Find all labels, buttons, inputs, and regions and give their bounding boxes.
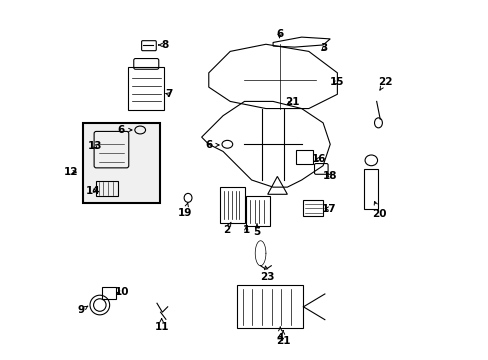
Text: 23: 23 bbox=[260, 266, 274, 282]
Text: 21: 21 bbox=[275, 331, 290, 346]
Bar bbox=[220, 187, 244, 223]
Text: 15: 15 bbox=[329, 77, 343, 87]
Text: 13: 13 bbox=[88, 141, 102, 152]
Text: 22: 22 bbox=[377, 77, 391, 90]
Text: 20: 20 bbox=[371, 202, 386, 219]
Text: 3: 3 bbox=[320, 43, 327, 53]
Bar bbox=[128, 67, 164, 111]
Bar bbox=[296, 150, 313, 164]
Bar bbox=[246, 196, 269, 226]
Bar bbox=[303, 200, 323, 216]
Text: 1: 1 bbox=[242, 225, 249, 235]
Text: 17: 17 bbox=[322, 203, 336, 213]
Bar bbox=[83, 123, 160, 203]
Text: 16: 16 bbox=[312, 154, 326, 164]
Text: 2: 2 bbox=[223, 222, 231, 235]
Text: 6: 6 bbox=[205, 140, 219, 150]
Text: 21: 21 bbox=[285, 97, 299, 107]
Text: 7: 7 bbox=[165, 89, 172, 99]
Bar bbox=[102, 287, 116, 298]
Text: 5: 5 bbox=[253, 224, 260, 237]
Bar bbox=[96, 181, 118, 196]
Text: 8: 8 bbox=[158, 40, 168, 50]
Text: 19: 19 bbox=[177, 202, 192, 218]
Text: 9: 9 bbox=[78, 305, 87, 315]
Bar bbox=[237, 285, 303, 328]
Text: 10: 10 bbox=[115, 287, 129, 297]
Text: 6: 6 bbox=[275, 29, 283, 39]
Text: 11: 11 bbox=[154, 319, 168, 332]
Text: 18: 18 bbox=[322, 171, 337, 181]
Text: 6: 6 bbox=[118, 125, 132, 135]
Text: 4: 4 bbox=[276, 327, 284, 343]
Bar bbox=[364, 169, 378, 208]
Text: 12: 12 bbox=[63, 167, 78, 177]
Text: 14: 14 bbox=[85, 186, 100, 196]
